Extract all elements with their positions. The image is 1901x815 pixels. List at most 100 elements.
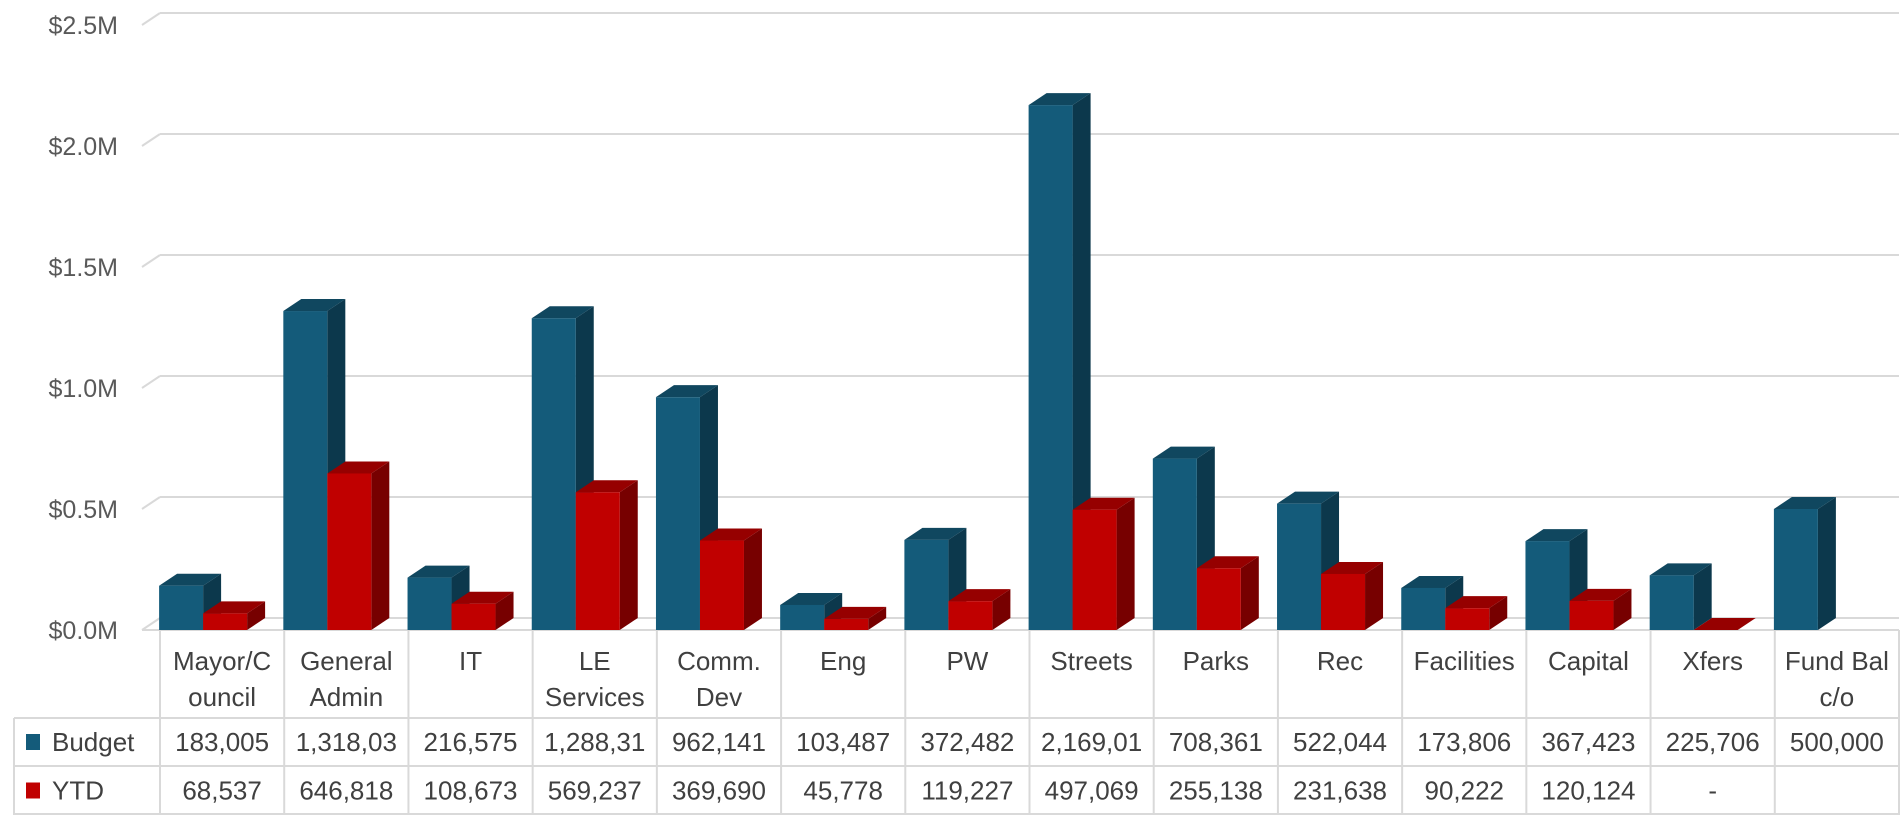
bar-budget-front [1028, 105, 1073, 630]
category-label: Services [545, 682, 645, 712]
bar-budget-top [159, 573, 222, 586]
bar-ytd-side [1116, 497, 1135, 630]
category-label: Fund Bal [1785, 646, 1889, 676]
bar-ytd-front [203, 613, 248, 630]
bar-ytd-front [824, 618, 869, 630]
table-cell-ytd: 45,778 [803, 776, 883, 806]
bar-budget-top [1152, 446, 1215, 459]
gridline-diagonal [141, 12, 161, 26]
table-cell-budget: 367,423 [1541, 727, 1635, 757]
bar-budget-top [780, 592, 843, 605]
bar-ytd-top [1072, 497, 1135, 510]
y-tick-label: $1.5M [49, 254, 118, 282]
category-label: Rec [1317, 646, 1363, 676]
bar-budget-front [283, 311, 328, 630]
bar-ytd-front [1445, 608, 1490, 630]
bar-ytd [699, 528, 762, 630]
bar-budget [1649, 563, 1712, 630]
category-label: Streets [1050, 646, 1132, 676]
table-cell-budget: 1,318,03 [296, 727, 397, 757]
bar-ytd [203, 601, 266, 630]
category-label: PW [946, 646, 988, 676]
bar-ytd-side [743, 528, 762, 630]
bar-ytd-side [371, 461, 390, 630]
gridline-diagonal [141, 133, 161, 147]
bar-ytd-front [699, 540, 744, 630]
table-cell-budget: 225,706 [1666, 727, 1760, 757]
table-cell-budget: 2,169,01 [1041, 727, 1142, 757]
table-cell-ytd: 68,537 [182, 776, 262, 806]
bar-ytd-front [1321, 573, 1366, 630]
bar-budget-top [283, 299, 346, 312]
bar-ytd-side [1365, 561, 1384, 630]
bar-budget-front [655, 397, 700, 630]
table-cell-budget: 173,806 [1417, 727, 1511, 757]
category-label: Admin [309, 682, 383, 712]
legend-label-ytd: YTD [52, 776, 104, 806]
bar-budget-front [1525, 541, 1570, 630]
category-label: General [300, 646, 393, 676]
table-cell-ytd: 231,638 [1293, 776, 1387, 806]
bar-ytd-side [619, 480, 638, 630]
bar-ytd [1321, 561, 1384, 630]
gridline-diagonal [141, 496, 161, 510]
category-label: Eng [820, 646, 866, 676]
bars [159, 93, 1836, 630]
category-label: ouncil [188, 682, 256, 712]
bar-budget-front [531, 318, 576, 630]
gridline-diagonal [141, 254, 161, 268]
bar-budget-front [1152, 458, 1197, 630]
bar-ytd-top [824, 606, 887, 619]
bar-budget [1773, 497, 1836, 630]
bar-ytd-front [575, 492, 620, 630]
table-cell-ytd: 569,237 [548, 776, 642, 806]
bar-ytd [327, 461, 390, 630]
bar-ytd-front [1072, 509, 1117, 630]
bar-ytd [948, 589, 1011, 630]
bar-budget-side [1072, 93, 1091, 630]
bar-ytd-side [1613, 588, 1632, 630]
gridline-diagonal [141, 375, 161, 389]
category-label: Facilities [1414, 646, 1515, 676]
bar-ytd-front [1196, 568, 1241, 630]
bar-budget-side [1817, 497, 1836, 630]
legend-key-ytd [26, 782, 40, 799]
table-cell-budget: 962,141 [672, 727, 766, 757]
table-cell-ytd: 108,673 [424, 776, 518, 806]
table-cell-budget: 1,288,31 [544, 727, 645, 757]
table-cell-ytd: 255,138 [1169, 776, 1263, 806]
bar-ytd-top [327, 461, 390, 474]
y-tick-label: $2.5M [49, 12, 118, 40]
bar-ytd-side [868, 606, 887, 630]
category-label: LE [579, 646, 611, 676]
bar-budget-top [1525, 529, 1588, 542]
bar-budget-top [904, 527, 967, 540]
bar-budget-top [1773, 497, 1836, 509]
table-cell-ytd: 497,069 [1045, 776, 1139, 806]
table-cell-budget: 708,361 [1169, 727, 1263, 757]
legend-label-budget: Budget [52, 727, 135, 757]
bar-ytd-top [575, 480, 638, 493]
bar-budget-top [1401, 575, 1464, 588]
bar-ytd [1445, 596, 1508, 630]
category-label: Dev [696, 682, 742, 712]
y-tick-label: $1.0M [49, 375, 118, 403]
bar-ytd-front [327, 473, 372, 630]
legend-key-budget [26, 734, 40, 750]
bar-ytd-top [1321, 561, 1384, 574]
table-cell-ytd: 646,818 [299, 776, 393, 806]
category-label: Mayor/C [173, 646, 271, 676]
bar-budget-top [407, 565, 470, 578]
bar-ytd-top [451, 591, 514, 604]
category-label: Parks [1183, 646, 1249, 676]
bar-budget-front [407, 577, 452, 630]
bar-budget-front [159, 585, 204, 630]
category-label: Xfers [1682, 646, 1743, 676]
bar-budget-front [1649, 575, 1694, 630]
table-cell-ytd: 120,124 [1541, 776, 1635, 806]
bar-ytd-side [495, 591, 514, 630]
bar-budget [1028, 93, 1091, 630]
bar-ytd [575, 480, 638, 630]
bar-ytd-side [247, 601, 266, 630]
